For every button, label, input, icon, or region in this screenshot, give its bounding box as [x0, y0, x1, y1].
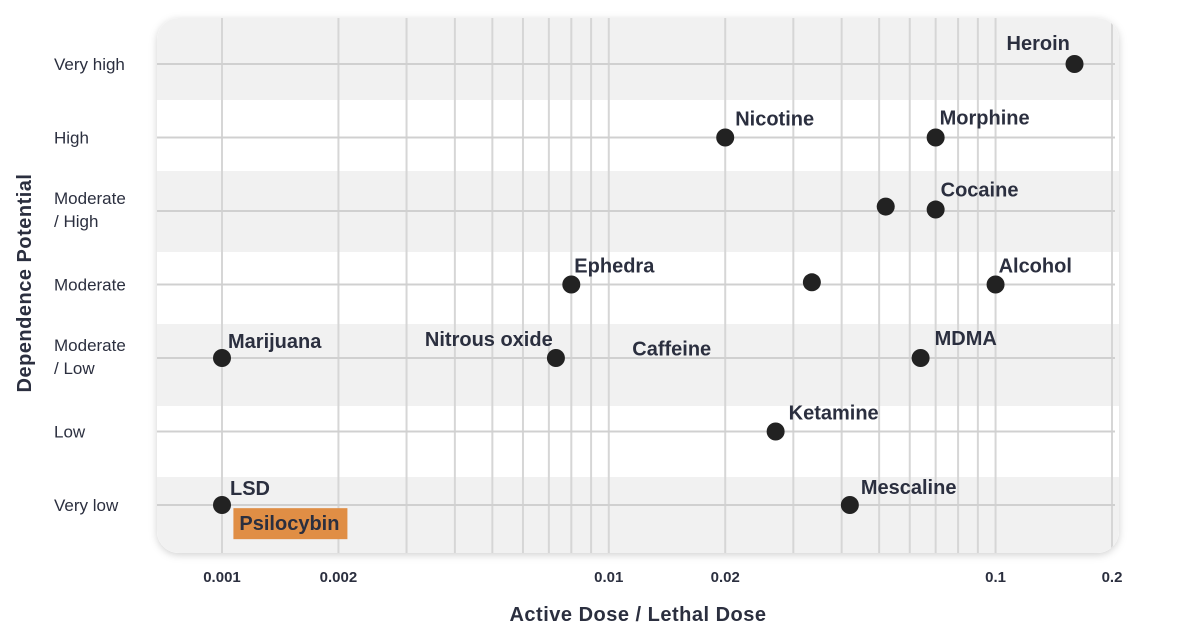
x-tick-label: 0.1	[985, 569, 1006, 586]
x-tick-label: 0.002	[320, 569, 358, 586]
point-label: Mescaline	[861, 477, 957, 499]
x-tick-label: 0.02	[711, 569, 740, 586]
point-label: MDMA	[935, 328, 997, 350]
data-point	[926, 200, 945, 219]
data-point	[562, 275, 581, 294]
x-tick-label: 0.001	[203, 569, 241, 586]
data-point	[911, 349, 930, 367]
data-point	[213, 349, 231, 367]
data-point	[986, 275, 1005, 294]
free-label: Caffeine	[632, 339, 711, 361]
data-point	[876, 197, 895, 216]
y-tick-label: Very high	[54, 55, 125, 74]
y-tick-label: Moderate	[54, 276, 126, 295]
point-label: Nitrous oxide	[425, 329, 553, 351]
x-axis-title: Active Dose / Lethal Dose	[509, 604, 766, 626]
data-point	[840, 496, 859, 514]
data-point	[213, 496, 231, 514]
data-point	[546, 349, 565, 367]
point-label: Ephedra	[574, 256, 655, 278]
data-point	[766, 422, 785, 441]
point-label: Morphine	[940, 108, 1030, 130]
y-tick-label: Moderate / High	[54, 189, 126, 231]
highlight-box	[233, 508, 348, 540]
data-point	[926, 128, 945, 147]
point-label: Alcohol	[999, 256, 1072, 278]
data-point	[1065, 55, 1084, 73]
x-tick-label: 0.01	[594, 569, 623, 586]
y-tick-label: Very low	[54, 496, 119, 515]
y-tick-label: Low	[54, 423, 86, 442]
point-label: Ketamine	[789, 403, 879, 425]
point-label: Heroin	[1007, 33, 1070, 55]
point-label: LSD	[230, 478, 270, 500]
y-tick-label: Moderate / Low	[54, 336, 126, 378]
x-tick-label: 0.2	[1102, 569, 1123, 586]
y-axis-title: Dependence Potential	[14, 174, 36, 393]
point-label: Marijuana	[228, 331, 322, 353]
y-tick-label: High	[54, 129, 89, 148]
data-point	[716, 128, 735, 147]
free-label: Psilocybin	[239, 513, 339, 535]
data-point	[802, 273, 821, 292]
point-label: Nicotine	[735, 109, 814, 131]
plot-band	[157, 18, 1119, 100]
point-label: Cocaine	[941, 180, 1019, 202]
